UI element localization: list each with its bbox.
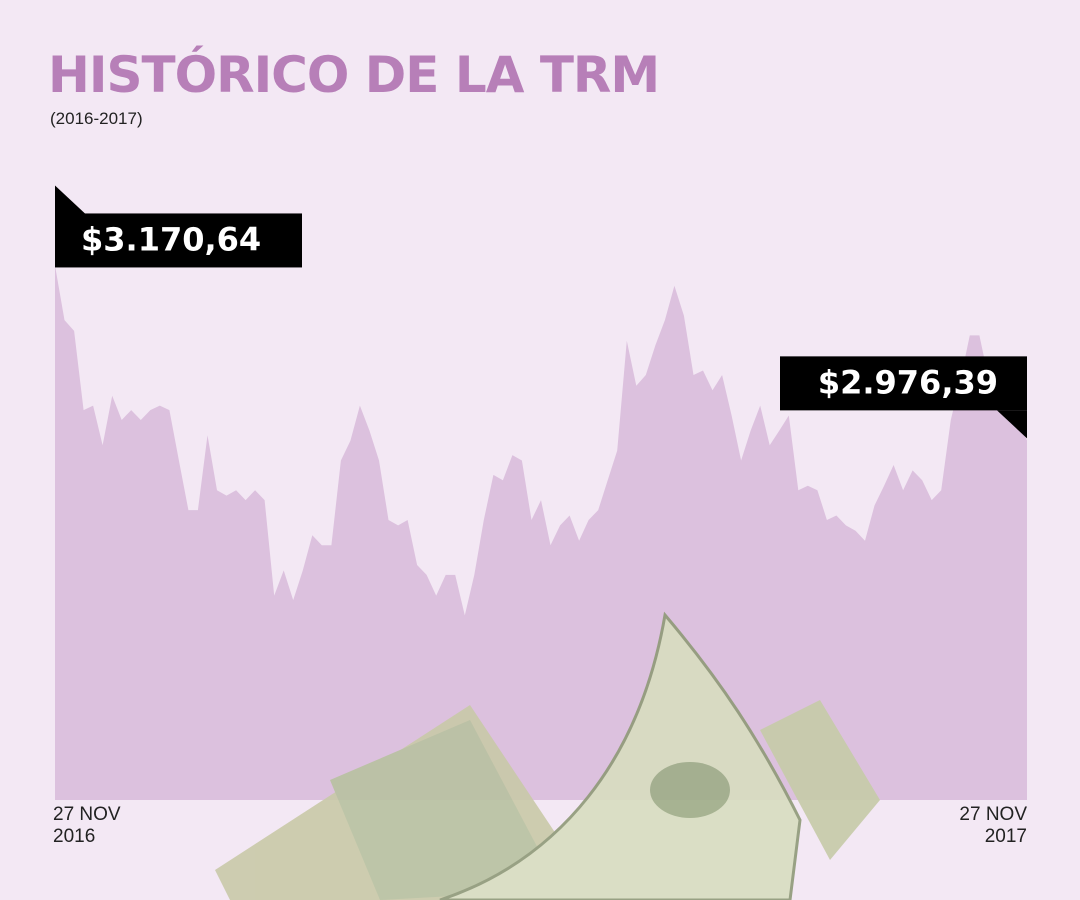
- value-label: $2.976,39: [818, 363, 998, 401]
- area: [55, 265, 1027, 800]
- bill: [760, 700, 880, 860]
- chart-subtitle: (2016-2017): [50, 109, 143, 128]
- label-flag: [997, 410, 1027, 439]
- value-label: $3.170,64: [81, 220, 261, 258]
- x-label: 27 NOV 2016: [53, 804, 121, 847]
- bill: [330, 720, 560, 900]
- bill: [439, 611, 802, 900]
- value-labels: $3.170,64 $2.976,39: [55, 185, 1027, 439]
- label-flag: [55, 185, 85, 214]
- chart-title: HISTÓRICO DE LA TRM: [48, 45, 659, 104]
- label-box: [55, 213, 302, 268]
- x-label: 27 NOV 2017: [959, 804, 1027, 847]
- money-illustration: [215, 611, 880, 900]
- plot: [55, 265, 1027, 800]
- label-box: [780, 356, 1027, 411]
- bill-portrait: [650, 762, 730, 818]
